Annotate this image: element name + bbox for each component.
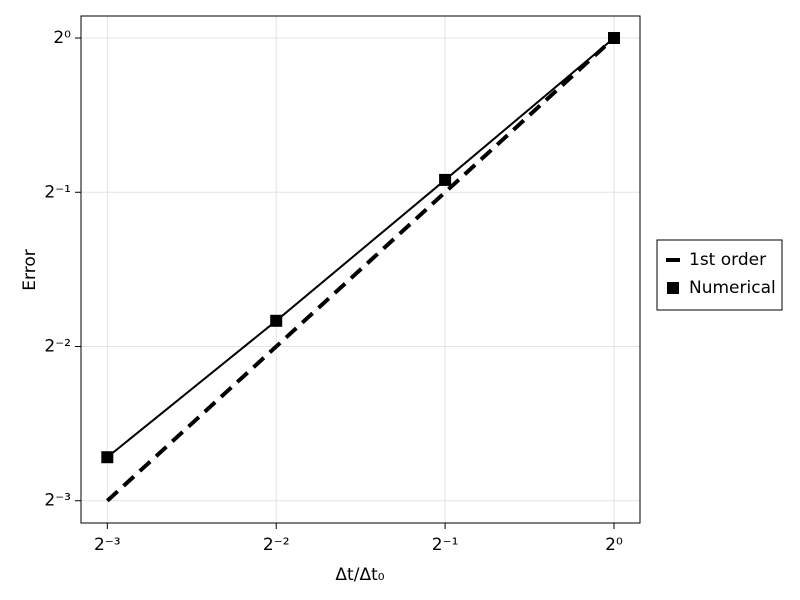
marker: [101, 451, 114, 464]
legend-box: [656, 239, 783, 311]
x-tick-label: 2⁰: [605, 535, 623, 555]
x-tick-label: 2⁻²: [263, 535, 290, 555]
legend-marker: [667, 282, 679, 294]
line: [106, 37, 615, 458]
marker: [270, 314, 283, 327]
marker: [608, 32, 621, 45]
x-tick-label: 2⁻¹: [432, 535, 459, 555]
x-axis-label: Δt/Δt₀: [335, 565, 384, 585]
x-tick-label: 2⁻³: [94, 535, 121, 555]
line: [105, 36, 616, 503]
legend-label: Numerical: [689, 278, 776, 298]
y-tick-label: 2⁻³: [44, 491, 71, 511]
y-axis-label: Error: [20, 249, 40, 290]
marker: [439, 173, 452, 186]
y-tick-label: 2⁻²: [44, 336, 71, 356]
y-tick-label: 2⁻¹: [44, 182, 71, 202]
plot-frame: [80, 15, 641, 524]
legend-label: 1st order: [689, 250, 766, 270]
y-tick-label: 2⁰: [53, 28, 71, 48]
